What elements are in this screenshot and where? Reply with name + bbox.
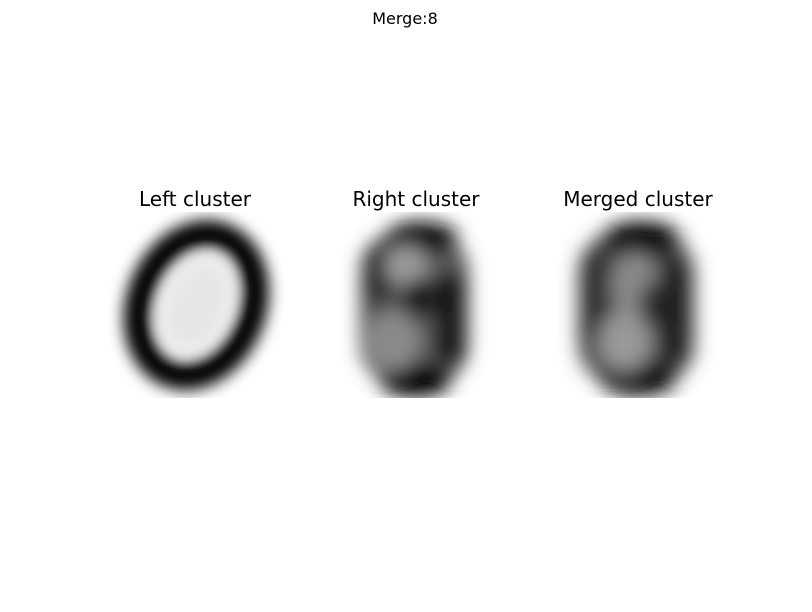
panel-title-right: Right cluster — [352, 187, 480, 211]
figure-suptitle: Merge:8 — [372, 9, 438, 28]
panel-title-merged: Merged cluster — [563, 187, 713, 211]
right-cluster-image — [323, 212, 509, 398]
merged-cluster-image — [545, 212, 731, 398]
panel-title-left: Left cluster — [138, 187, 251, 211]
left-cluster-image — [102, 212, 288, 398]
